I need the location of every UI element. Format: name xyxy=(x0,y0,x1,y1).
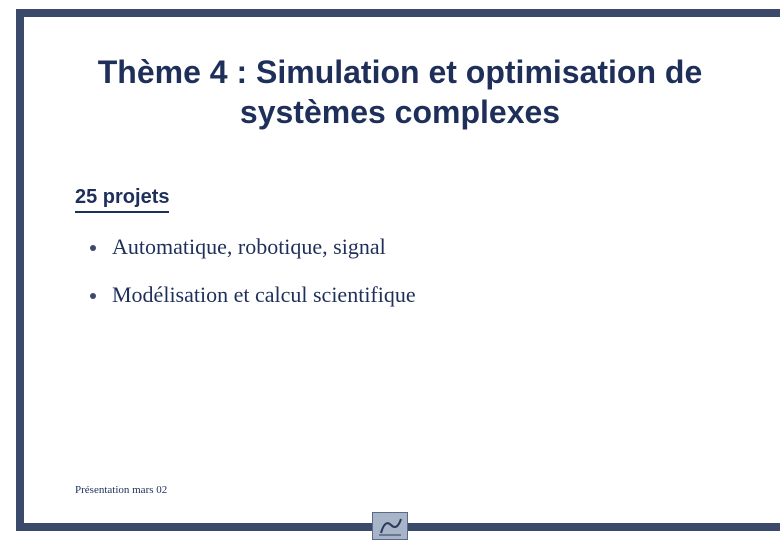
bullet-text: Modélisation et calcul scientifique xyxy=(112,282,416,308)
list-item: Automatique, robotique, signal xyxy=(90,234,740,260)
bullet-icon xyxy=(90,293,96,299)
slide-subtitle: 25 projets xyxy=(75,186,169,213)
list-item: Modélisation et calcul scientifique xyxy=(90,282,740,308)
slide-title: Thème 4 : Simulation et optimisation de … xyxy=(60,52,740,132)
logo-icon xyxy=(372,512,408,540)
footer-text: Présentation mars 02 xyxy=(75,484,167,496)
left-accent-bar xyxy=(16,9,24,531)
bullet-list: Automatique, robotique, signal Modélisat… xyxy=(90,234,740,330)
top-accent-bar xyxy=(16,9,780,17)
bullet-icon xyxy=(90,245,96,251)
bullet-text: Automatique, robotique, signal xyxy=(112,234,386,260)
